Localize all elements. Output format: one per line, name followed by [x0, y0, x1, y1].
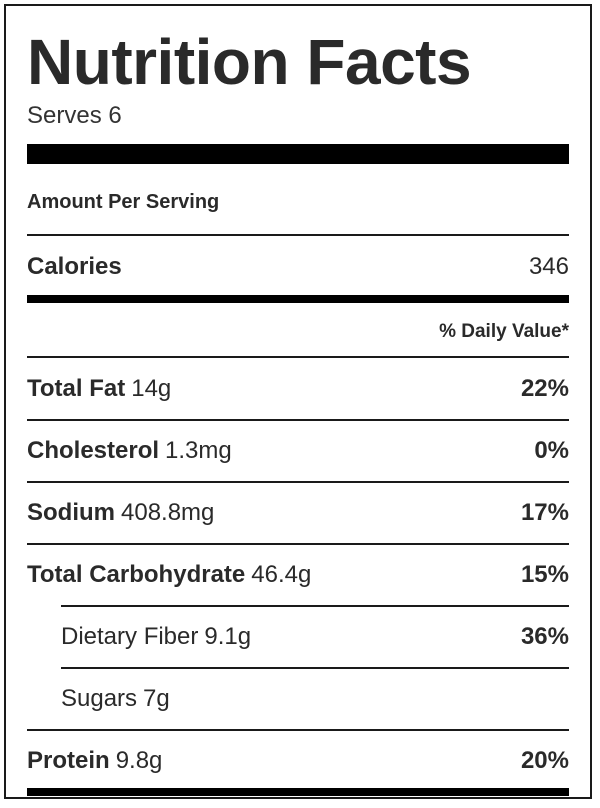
- nutrient-amount: 9.8g: [115, 747, 163, 774]
- divider: [27, 729, 569, 731]
- nutrient-daily-value: 0%: [534, 437, 569, 464]
- nutrient-amount: 14g: [131, 375, 172, 402]
- divider: [27, 419, 569, 421]
- nutrient-row-total-carbohydrate: Total Carbohydrate 46.4g 15%: [27, 545, 569, 605]
- nutrient-row-sugars: Sugars 7g: [61, 669, 569, 729]
- amount-per-serving-heading: Amount Per Serving: [27, 191, 220, 213]
- nutrient-row-dietary-fiber: Dietary Fiber 9.1g 36%: [61, 607, 569, 667]
- nutrient-amount: 408.8mg: [121, 499, 215, 526]
- servings-text: Serves 6: [27, 102, 122, 129]
- nutrient-daily-value: 17%: [520, 499, 569, 526]
- nutrient-amount: 7g: [143, 685, 170, 712]
- calories-label: Calories: [27, 253, 122, 280]
- label-title: Nutrition Facts: [27, 26, 472, 98]
- daily-value-header: % Daily Value*: [439, 321, 569, 342]
- calories-row: Calories 346: [27, 237, 569, 297]
- nutrient-amount: 9.1g: [204, 623, 252, 650]
- nutrient-name: Cholesterol: [27, 437, 160, 464]
- nutrient-row-sodium: Sodium 408.8mg 17%: [27, 483, 569, 543]
- calories-value: 346: [528, 253, 569, 280]
- divider: [27, 543, 569, 545]
- divider: [27, 234, 569, 236]
- divider-indented: [61, 605, 569, 607]
- nutrient-daily-value: 22%: [520, 375, 569, 402]
- nutrient-daily-value: 20%: [520, 747, 569, 774]
- nutrient-name: Protein: [27, 747, 110, 774]
- nutrient-daily-value: 36%: [520, 623, 569, 650]
- nutrient-name: Sugars: [61, 685, 138, 712]
- divider: [27, 356, 569, 358]
- nutrient-daily-value: 15%: [520, 561, 569, 588]
- medium-divider: [27, 295, 569, 303]
- nutrient-name: Total Fat: [27, 375, 126, 402]
- thick-divider: [27, 144, 569, 164]
- nutrient-row-cholesterol: Cholesterol 1.3mg 0%: [27, 421, 569, 481]
- nutrition-label-content: Nutrition Facts Serves 6 Amount Per Serv…: [27, 6, 569, 797]
- nutrient-row-total-fat: Total Fat 14g 22%: [27, 359, 569, 419]
- nutrient-name: Dietary Fiber: [61, 623, 199, 650]
- bottom-divider: [27, 788, 569, 796]
- divider-indented: [61, 667, 569, 669]
- nutrient-row-protein: Protein 9.8g 20%: [27, 731, 569, 791]
- nutrient-name: Total Carbohydrate: [27, 561, 246, 588]
- nutrition-label: Nutrition Facts Serves 6 Amount Per Serv…: [4, 4, 592, 799]
- nutrient-amount: 46.4g: [251, 561, 312, 588]
- nutrient-name: Sodium: [27, 499, 115, 526]
- nutrient-amount: 1.3mg: [165, 437, 232, 464]
- divider: [27, 481, 569, 483]
